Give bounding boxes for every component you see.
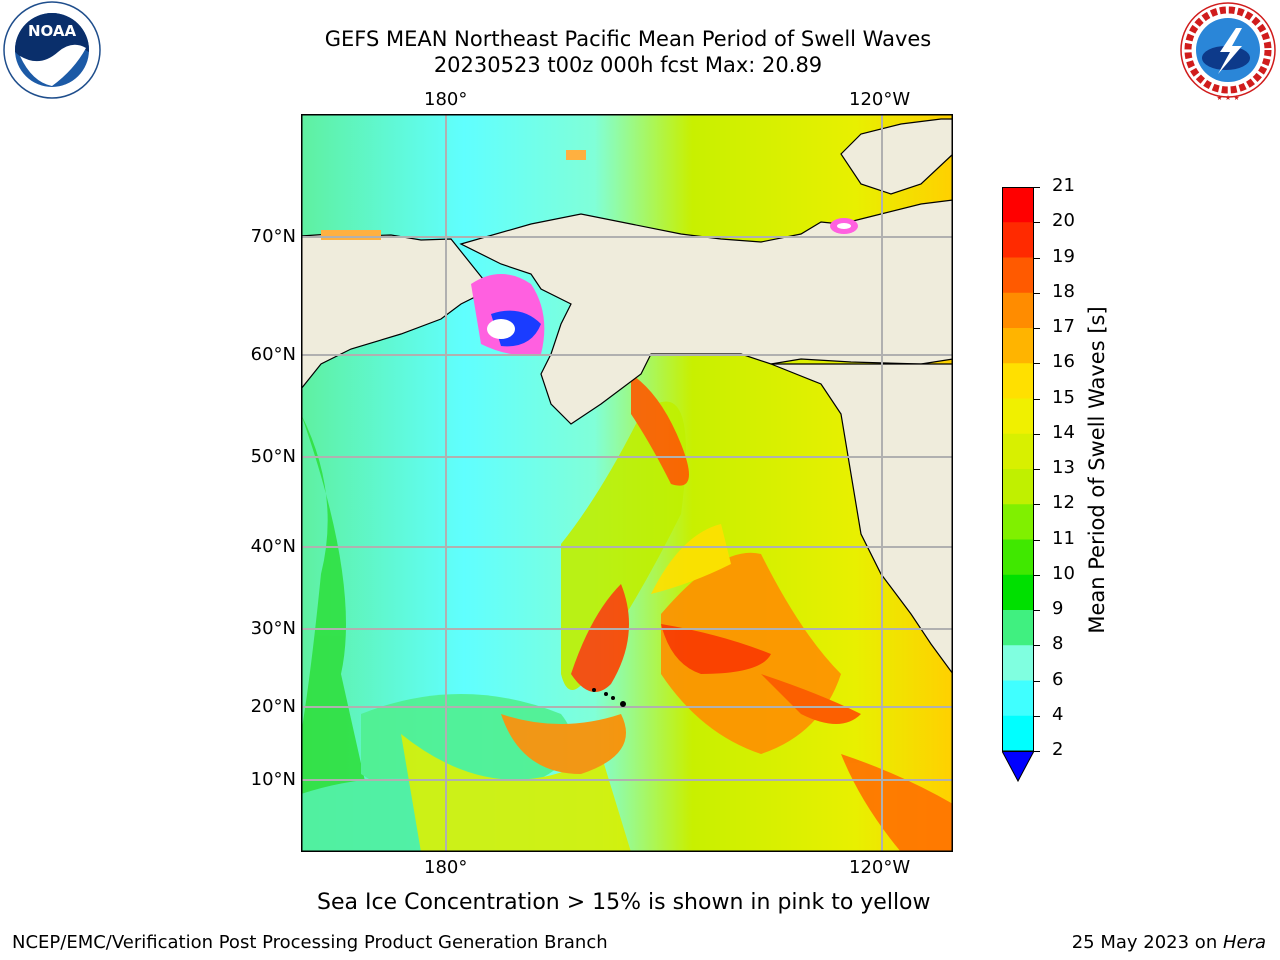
colorbar-segment	[1002, 610, 1034, 646]
colorbar-label: Mean Period of Swell Waves [s]	[1085, 306, 1109, 634]
colorbar-segment	[1002, 292, 1034, 329]
sea-ice	[321, 150, 858, 356]
colorbar-tick-label: 12	[1052, 492, 1075, 514]
swell-period-field	[301, 374, 953, 852]
sea-ice-caption: Sea Ice Concentration > 15% is shown in …	[317, 890, 931, 915]
colorbar-segment	[1002, 328, 1034, 364]
colorbar-tick-mark	[1034, 292, 1040, 294]
lat-label-60n: 60°N	[250, 344, 296, 365]
colorbar-tick-label: 15	[1052, 386, 1075, 408]
colorbar-segment	[1002, 187, 1034, 223]
svg-text:★ ★ ★: ★ ★ ★	[1216, 94, 1239, 102]
nws-logo: ★ ★ ★	[1176, 0, 1280, 104]
colorbar-segment	[1002, 715, 1034, 752]
colorbar-segment	[1002, 504, 1034, 540]
colorbar-segment	[1002, 574, 1034, 611]
colorbar-tick-mark	[1034, 539, 1040, 541]
colorbar-tick-mark	[1034, 433, 1040, 435]
colorbar-segment	[1002, 680, 1034, 717]
lat-label-50n: 50°N	[250, 446, 296, 467]
colorbar-tick-mark	[1034, 328, 1040, 329]
colorbar-tick-label: 14	[1052, 421, 1075, 443]
colorbar-tick-mark	[1034, 715, 1040, 717]
colorbar-tick-label: 6	[1052, 668, 1064, 690]
colorbar-tick-mark	[1034, 222, 1040, 224]
colorbar-tick-mark	[1034, 363, 1040, 365]
lon-label-bottom-180: 180°	[424, 857, 468, 878]
colorbar-segment	[1002, 645, 1034, 681]
colorbar-tick-mark	[1034, 751, 1040, 752]
colorbar-tick-mark	[1034, 187, 1040, 188]
colorbar-segment	[1002, 433, 1034, 470]
colorbar-segment	[1002, 469, 1034, 505]
colorbar-tick-label: 13	[1052, 457, 1075, 478]
lat-label-10n: 10°N	[250, 769, 296, 790]
land-masses	[300, 118, 954, 852]
colorbar-tick-label: 19	[1052, 245, 1075, 267]
lon-label-top-180: 180°	[424, 89, 468, 110]
colorbar-tick-label: 9	[1052, 598, 1064, 619]
colorbar-segment	[1002, 398, 1034, 435]
footer-date-text: 25 May 2023 on	[1071, 932, 1223, 953]
colorbar-tick-mark	[1034, 574, 1040, 576]
lat-label-30n: 30°N	[250, 618, 296, 639]
graticule	[301, 114, 953, 852]
colorbar-tick-label: 21	[1052, 175, 1075, 196]
noaa-logo: NOAA	[0, 0, 104, 104]
colorbar	[1001, 187, 1035, 783]
colorbar-tick-label: 10	[1052, 562, 1075, 584]
colorbar-tick-label: 2	[1052, 739, 1064, 760]
colorbar-tick-mark	[1034, 257, 1040, 259]
chart-subtitle: 20230523 t00z 000h fcst Max: 20.89	[433, 53, 823, 77]
colorbar-tick-label: 4	[1052, 703, 1064, 725]
land-alaska-canada	[459, 199, 954, 425]
colorbar-tick-mark	[1034, 610, 1040, 611]
colorbar-segment	[1002, 257, 1034, 294]
lon-label-bottom-120w: 120°W	[849, 857, 911, 878]
colorbar-segment	[1002, 222, 1034, 258]
lat-label-70n: 70°N	[250, 226, 296, 247]
hawaii-islands	[592, 688, 626, 707]
colorbar-tick-mark	[1034, 680, 1040, 682]
colorbar-tick-label: 16	[1052, 351, 1075, 373]
colorbar-under-extension	[1001, 750, 1035, 783]
colorbar-segment	[1002, 363, 1034, 399]
colorbar-tick-label: 20	[1052, 210, 1075, 232]
noaa-logo-text: NOAA	[28, 22, 77, 40]
lat-label-40n: 40°N	[250, 536, 296, 557]
colorbar-tick-label: 8	[1052, 633, 1064, 655]
colorbar-outline	[1002, 187, 1034, 752]
colorbar-tick-mark	[1034, 645, 1040, 647]
colorbar-tick-mark	[1034, 504, 1040, 506]
footer-host: Hera	[1222, 932, 1266, 953]
footer-credit: NCEP/EMC/Verification Post Processing Pr…	[12, 932, 608, 953]
colorbar-tick-label: 18	[1052, 280, 1075, 302]
footer-date: 25 May 2023 on Hera	[1072, 932, 1266, 953]
map-panel	[300, 113, 954, 853]
colorbar-tick-label: 17	[1052, 316, 1075, 337]
chart-title: GEFS MEAN Northeast Pacific Mean Period …	[324, 27, 932, 51]
colorbar-tick-mark	[1034, 398, 1040, 400]
colorbar-tick-mark	[1034, 469, 1040, 470]
lat-label-20n: 20°N	[250, 696, 296, 717]
colorbar-segment	[1002, 539, 1034, 576]
lon-label-top-120w: 120°W	[849, 89, 911, 110]
colorbar-tick-label: 11	[1052, 527, 1075, 549]
